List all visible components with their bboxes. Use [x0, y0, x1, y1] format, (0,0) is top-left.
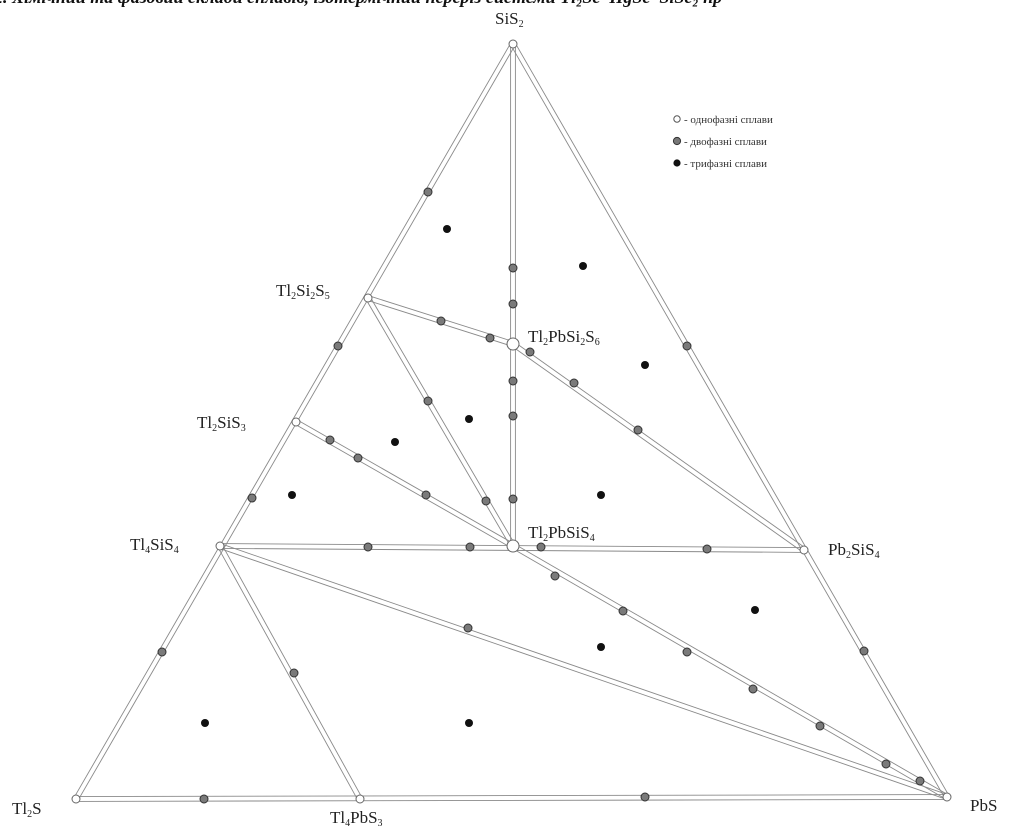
- tie-tl2sis3-tl2pbsis4-a: [294, 423, 513, 549]
- two-phase-point-10: [436, 316, 446, 326]
- three-phase-point-1: [579, 262, 587, 270]
- label-tl2si2s5: Tl2Si2S5: [276, 281, 330, 302]
- tie-tl4sis4-pbs-b: [220, 543, 948, 796]
- three-phase-point-2: [641, 361, 649, 369]
- two-phase-point-22: [465, 542, 475, 552]
- two-phase-point-30: [881, 759, 891, 769]
- tie-tl2pbsis4-pbs-b: [513, 543, 949, 796]
- two-phase-point-8: [508, 411, 518, 421]
- two-phase-point-9: [508, 494, 518, 504]
- two-phase-point-23: [536, 542, 546, 552]
- single-phase-point-9: [506, 539, 520, 553]
- single-phase-point-0: [508, 39, 518, 49]
- two-phase-point-26: [618, 606, 628, 616]
- single-phase-point-3: [363, 293, 373, 303]
- two-phase-point-3: [157, 647, 167, 657]
- two-phase-point-21: [363, 542, 373, 552]
- three-phase-point-8: [597, 643, 605, 651]
- three-phase-point-9: [201, 719, 209, 727]
- three-phase-point-10: [465, 719, 473, 727]
- legend-three-phase-marker: [673, 159, 681, 167]
- vertex-label-sis2: SiS2: [495, 9, 524, 30]
- vertex-label-tl2s: Tl2S: [12, 799, 42, 820]
- two-phase-point-33: [859, 646, 869, 656]
- two-phase-point-28: [748, 684, 758, 694]
- three-phase-point-5: [288, 491, 296, 499]
- two-phase-point-32: [463, 623, 473, 633]
- two-phase-point-24: [702, 544, 712, 554]
- two-phase-point-19: [423, 396, 433, 406]
- label-pb2sis4: Pb2SiS4: [828, 540, 880, 561]
- tie-tl2si2s5-tl2pbsis4-a: [365, 298, 512, 548]
- three-phase-point-6: [597, 491, 605, 499]
- tie-tl2pbsis4-pbs-a: [511, 547, 947, 800]
- two-phase-point-35: [640, 792, 650, 802]
- legend-single-phase-marker: [673, 115, 681, 123]
- two-phase-point-6: [508, 299, 518, 309]
- two-phase-point-1: [333, 341, 343, 351]
- two-phase-point-31: [915, 776, 925, 786]
- three-phase-point-0: [443, 225, 451, 233]
- tie-tl2pbsi2s6-pb2sis4-a: [511, 345, 803, 553]
- vertex-label-pbs: PbS: [970, 796, 997, 815]
- single-phase-point-4: [291, 417, 301, 427]
- legend-two-phase-label: - двофазні сплави: [684, 136, 767, 148]
- three-phase-point-3: [465, 415, 473, 423]
- two-phase-point-4: [289, 668, 299, 678]
- single-phase-point-2: [942, 792, 952, 802]
- two-phase-point-29: [815, 721, 825, 731]
- legend-three-phase-label: - трифазні сплави: [684, 158, 767, 170]
- two-phase-point-27: [682, 647, 692, 657]
- tie-tl2si2s5-tl2pbsis4-b: [369, 296, 516, 546]
- edge-tl2s-pbs-b: [75, 794, 947, 798]
- tie-tl2pbsi2s6-pb2sis4-b: [514, 341, 806, 549]
- edge-tl2s-pbs-a: [76, 798, 948, 802]
- two-phase-point-14: [633, 425, 643, 435]
- two-phase-point-20: [481, 496, 491, 506]
- single-phase-point-6: [799, 545, 809, 555]
- legend: - однофазні сплави - двофазні сплави - т…: [672, 114, 773, 170]
- single-phase-point-5: [215, 541, 225, 551]
- single-phase-point-7: [355, 794, 365, 804]
- two-phase-point-16: [325, 435, 335, 445]
- alloy-points: [71, 39, 952, 804]
- label-tl4sis4: Tl4SiS4: [130, 535, 179, 556]
- two-phase-point-15: [682, 341, 692, 351]
- legend-single-phase-label: - однофазні сплави: [684, 114, 773, 126]
- label-tl4pbs3: Tl4PbS3: [330, 808, 383, 829]
- tie-tl4sis4-tl4pbs3-a: [217, 546, 359, 801]
- two-phase-point-34: [199, 794, 209, 804]
- two-phase-point-25: [550, 571, 560, 581]
- single-phase-point-1: [71, 794, 81, 804]
- single-phase-point-8: [506, 337, 520, 351]
- edge-sis2-pbs-a: [510, 44, 946, 799]
- tie-lines: [73, 42, 950, 802]
- two-phase-point-0: [423, 187, 433, 197]
- two-phase-point-18: [421, 490, 431, 500]
- figure-title: 2. Хімічний та фазовий склади сплавів, і…: [0, 0, 1018, 8]
- two-phase-point-17: [353, 453, 363, 463]
- two-phase-point-7: [508, 376, 518, 386]
- three-phase-point-4: [391, 438, 399, 446]
- label-tl2pbsis4: Tl2PbSiS4: [528, 523, 595, 544]
- edge-sis2-pbs-b: [514, 42, 950, 797]
- label-tl2pbsi2s6: Tl2PbSi2S6: [528, 327, 600, 348]
- two-phase-point-13: [569, 378, 579, 388]
- two-phase-point-5: [508, 263, 518, 273]
- three-phase-point-7: [751, 606, 759, 614]
- two-phase-point-12: [525, 347, 535, 357]
- tie-tl4sis4-pbs-a: [219, 547, 947, 800]
- label-tl2sis3: Tl2SiS3: [197, 413, 246, 434]
- two-phase-point-2: [247, 493, 257, 503]
- two-phase-point-11: [485, 333, 495, 343]
- legend-two-phase-marker: [672, 136, 682, 146]
